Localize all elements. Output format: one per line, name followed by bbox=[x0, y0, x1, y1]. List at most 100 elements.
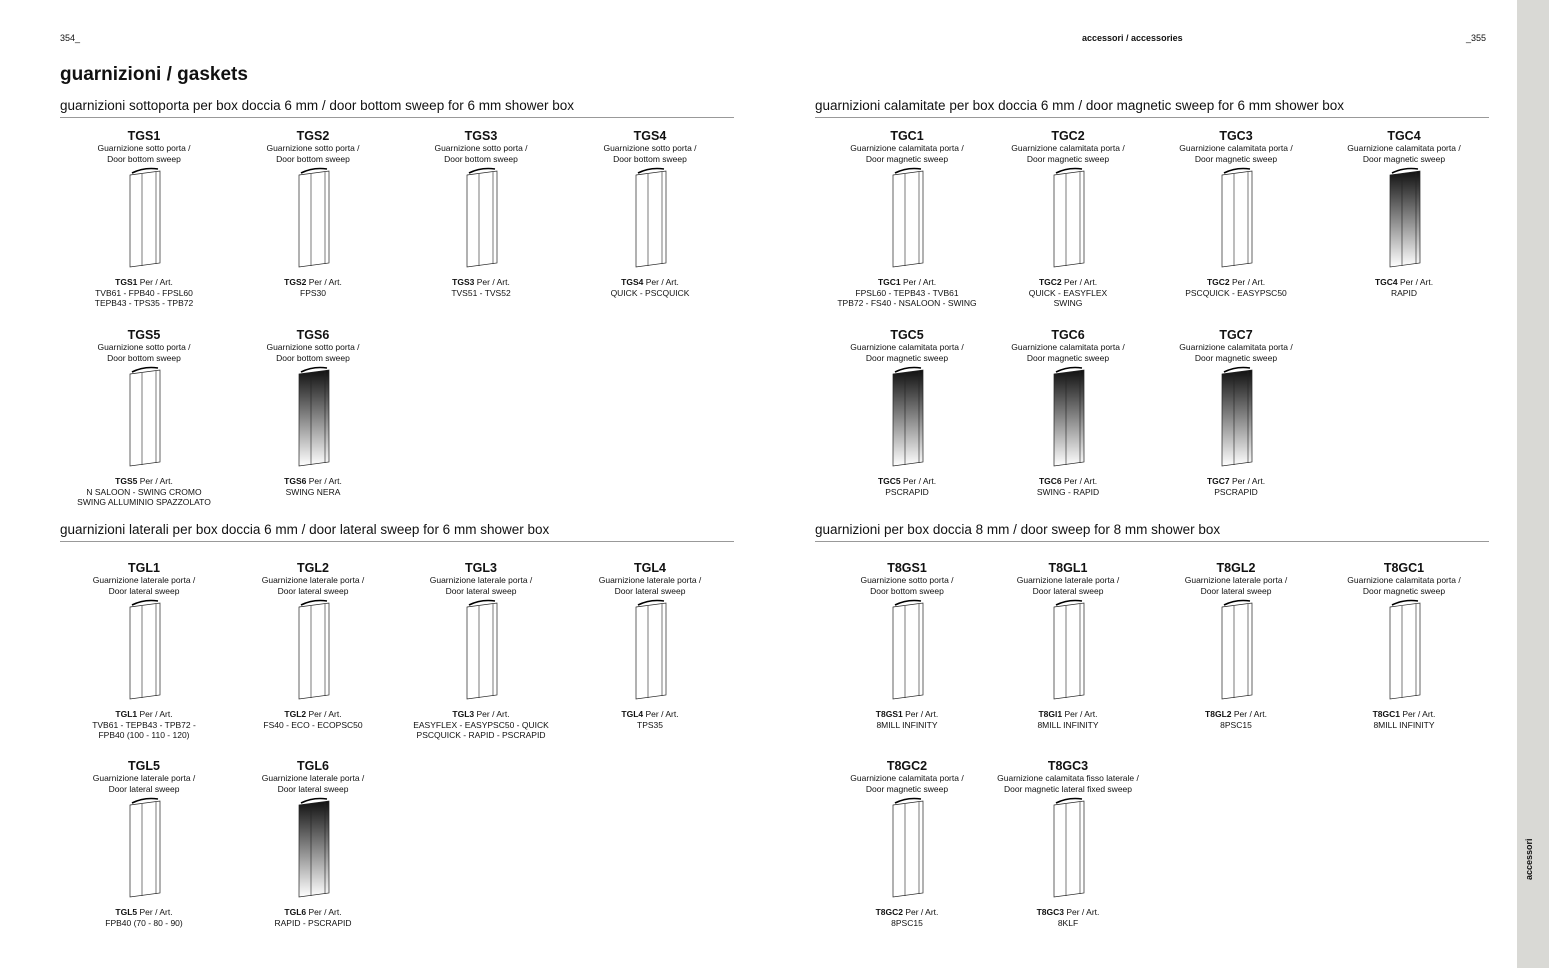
compatible-models: 8MILL INFINITY bbox=[1037, 719, 1099, 730]
item-code: TGL3 bbox=[465, 561, 497, 575]
item-description: Door magnetic sweep bbox=[1194, 353, 1278, 363]
item-compatibility: TGS5 Per / Art. N SALOON - SWING CROMO SW… bbox=[60, 476, 228, 508]
compatible-models: SWING NERA bbox=[285, 486, 341, 497]
section-title: guarnizioni sottoporta per box doccia 6 … bbox=[60, 98, 734, 118]
gasket-profile-image bbox=[892, 797, 924, 898]
item-description: Guarnizione sotto porta / bbox=[266, 342, 360, 352]
compatible-models: N SALOON - SWING CROMO bbox=[86, 486, 202, 497]
item-description: Door magnetic lateral fixed sweep bbox=[1003, 784, 1133, 794]
caption-code: TGC2 bbox=[1206, 277, 1230, 287]
item-code: TGL4 bbox=[634, 561, 666, 575]
item-compatibility: T8GS1 Per / Art. 8MILL INFINITY bbox=[823, 709, 991, 730]
gasket-item: T8GS1 Guarnizione sotto porta / Door bot… bbox=[823, 561, 991, 730]
caption-code: TGS5 bbox=[115, 476, 138, 486]
gasket-profile-image bbox=[1389, 167, 1421, 268]
item-code: T8GS1 bbox=[887, 561, 927, 575]
compatible-models: PSCQUICK - RAPID - PSCRAPID bbox=[416, 730, 546, 740]
caption-code: TGC2 bbox=[1038, 277, 1062, 287]
gasket-profile-image bbox=[129, 797, 161, 898]
per-art-label: Per / Art. bbox=[905, 907, 939, 917]
compatible-models: FPB40 (70 - 80 - 90) bbox=[105, 917, 183, 928]
item-description: Door lateral sweep bbox=[445, 586, 517, 596]
item-code: TGC5 bbox=[890, 328, 924, 342]
caption-code: TGL4 bbox=[621, 709, 644, 719]
compatible-models: 8MILL INFINITY bbox=[876, 719, 938, 730]
gasket-profile-image bbox=[635, 167, 667, 268]
compatible-models: SWING ALLUMINIO SPAZZOLATO bbox=[77, 497, 211, 507]
item-description: Guarnizione sotto porta / bbox=[97, 342, 191, 352]
gasket-item: T8GC3 Guarnizione calamitata fisso later… bbox=[984, 760, 1152, 928]
gasket-profile-image bbox=[466, 599, 498, 700]
item-compatibility: T8GC2 Per / Art. 8PSC15 bbox=[823, 907, 991, 928]
item-compatibility: TGL3 Per / Art. EASYFLEX - EASYPSC50 - Q… bbox=[397, 709, 565, 741]
gasket-item: TGL5 Guarnizione laterale porta / Door l… bbox=[60, 760, 228, 928]
item-description: Guarnizione calamitata porta / bbox=[850, 773, 964, 783]
gasket-item: TGC4 Guarnizione calamitata porta / Door… bbox=[1320, 130, 1488, 298]
item-description: Door lateral sweep bbox=[614, 586, 686, 596]
caption-code: T8GC1 bbox=[1372, 709, 1400, 719]
item-code: TGC7 bbox=[1219, 328, 1253, 342]
compatible-models: 8MILL INFINITY bbox=[1373, 719, 1435, 730]
gasket-item: TGC2 Guarnizione calamitata porta / Door… bbox=[984, 130, 1152, 309]
per-art-label: Per / Art. bbox=[905, 709, 939, 719]
gasket-profile-image bbox=[635, 599, 667, 700]
section-title: guarnizioni calamitate per box doccia 6 … bbox=[815, 98, 1489, 118]
side-tab bbox=[1517, 0, 1549, 968]
item-description: Door magnetic sweep bbox=[1362, 154, 1446, 164]
per-art-label: Per / Art. bbox=[308, 277, 342, 287]
item-compatibility: TGL1 Per / Art. TVB61 - TEPB43 - TPB72 -… bbox=[60, 709, 228, 741]
gasket-profile-image bbox=[298, 167, 330, 268]
item-code: TGC1 bbox=[890, 129, 924, 143]
item-description: Guarnizione calamitata porta / bbox=[1347, 143, 1461, 153]
item-description: Door lateral sweep bbox=[108, 784, 180, 794]
per-art-label: Per / Art. bbox=[476, 709, 510, 719]
gasket-item: TGL4 Guarnizione laterale porta / Door l… bbox=[566, 561, 734, 730]
per-art-label: Per / Art. bbox=[1063, 476, 1098, 486]
per-art-label: Per / Art. bbox=[476, 277, 510, 287]
per-art-label: Per / Art. bbox=[1063, 277, 1098, 287]
gasket-item: TGC6 Guarnizione calamitata porta / Door… bbox=[984, 328, 1152, 497]
item-compatibility: TGS4 Per / Art. QUICK - PSCQUICK bbox=[566, 277, 734, 298]
caption-code: TGS3 bbox=[452, 277, 475, 287]
gasket-item: TGC1 Guarnizione calamitata porta / Door… bbox=[823, 129, 991, 309]
item-description: Door magnetic sweep bbox=[1194, 154, 1278, 164]
gasket-profile-image bbox=[466, 167, 498, 268]
item-compatibility: T8GC3 Per / Art. 8KLF bbox=[984, 907, 1152, 928]
compatible-models: 8PSC15 bbox=[891, 917, 923, 928]
gasket-profile-image bbox=[1053, 599, 1085, 700]
item-code: TGS6 bbox=[296, 328, 330, 342]
item-code: TGC6 bbox=[1051, 328, 1085, 342]
gasket-profile-image bbox=[892, 167, 924, 268]
section-title: guarnizioni per box doccia 8 mm / door s… bbox=[815, 522, 1489, 542]
item-compatibility: TGL2 Per / Art. FS40 - ECO - ECOPSC50 bbox=[229, 709, 397, 730]
gasket-item: TGS5 Guarnizione sotto porta / Door bott… bbox=[60, 329, 228, 508]
compatible-models: SWING bbox=[1053, 298, 1083, 308]
item-code: TGS3 bbox=[464, 129, 498, 143]
gasket-item: T8GC2 Guarnizione calamitata porta / Doo… bbox=[823, 760, 991, 928]
compatible-models: PSCRAPID bbox=[1214, 486, 1258, 497]
gasket-item: TGC3 Guarnizione calamitata porta / Door… bbox=[1152, 130, 1320, 298]
item-description: Door bottom sweep bbox=[276, 154, 350, 164]
per-art-label: Per / Art. bbox=[1399, 277, 1434, 287]
gasket-item: TGS3 Guarnizione sotto porta / Door bott… bbox=[397, 129, 565, 298]
item-description: Guarnizione sotto porta / bbox=[266, 143, 360, 153]
caption-code: TGC7 bbox=[1206, 476, 1230, 486]
item-description: Guarnizione sotto porta / bbox=[434, 143, 528, 153]
caption-code: TGS6 bbox=[284, 476, 307, 486]
gasket-item: TGS4 Guarnizione sotto porta / Door bott… bbox=[566, 130, 734, 298]
caption-code: T8GC2 bbox=[875, 907, 903, 917]
item-description: Guarnizione calamitata porta / bbox=[850, 143, 964, 153]
gasket-profile-image bbox=[298, 797, 330, 898]
compatible-models: FPB40 (100 - 110 - 120) bbox=[98, 730, 190, 740]
item-description: Door bottom sweep bbox=[613, 154, 687, 164]
item-compatibility: TGL6 Per / Art. RAPID - PSCRAPID bbox=[229, 907, 397, 928]
item-compatibility: TGC4 Per / Art. RAPID bbox=[1320, 277, 1488, 298]
item-code: TGL6 bbox=[297, 759, 329, 773]
per-art-label: Per / Art. bbox=[1233, 709, 1267, 719]
item-description: Guarnizione calamitata porta / bbox=[850, 342, 964, 352]
per-art-label: Per / Art. bbox=[1231, 277, 1266, 287]
compatible-models: TPB72 - FS40 - NSALOON - SWING bbox=[837, 298, 977, 308]
item-compatibility: TGC2 Per / Art. PSCQUICK - EASYPSC50 bbox=[1152, 277, 1320, 298]
item-description: Door bottom sweep bbox=[107, 353, 181, 363]
